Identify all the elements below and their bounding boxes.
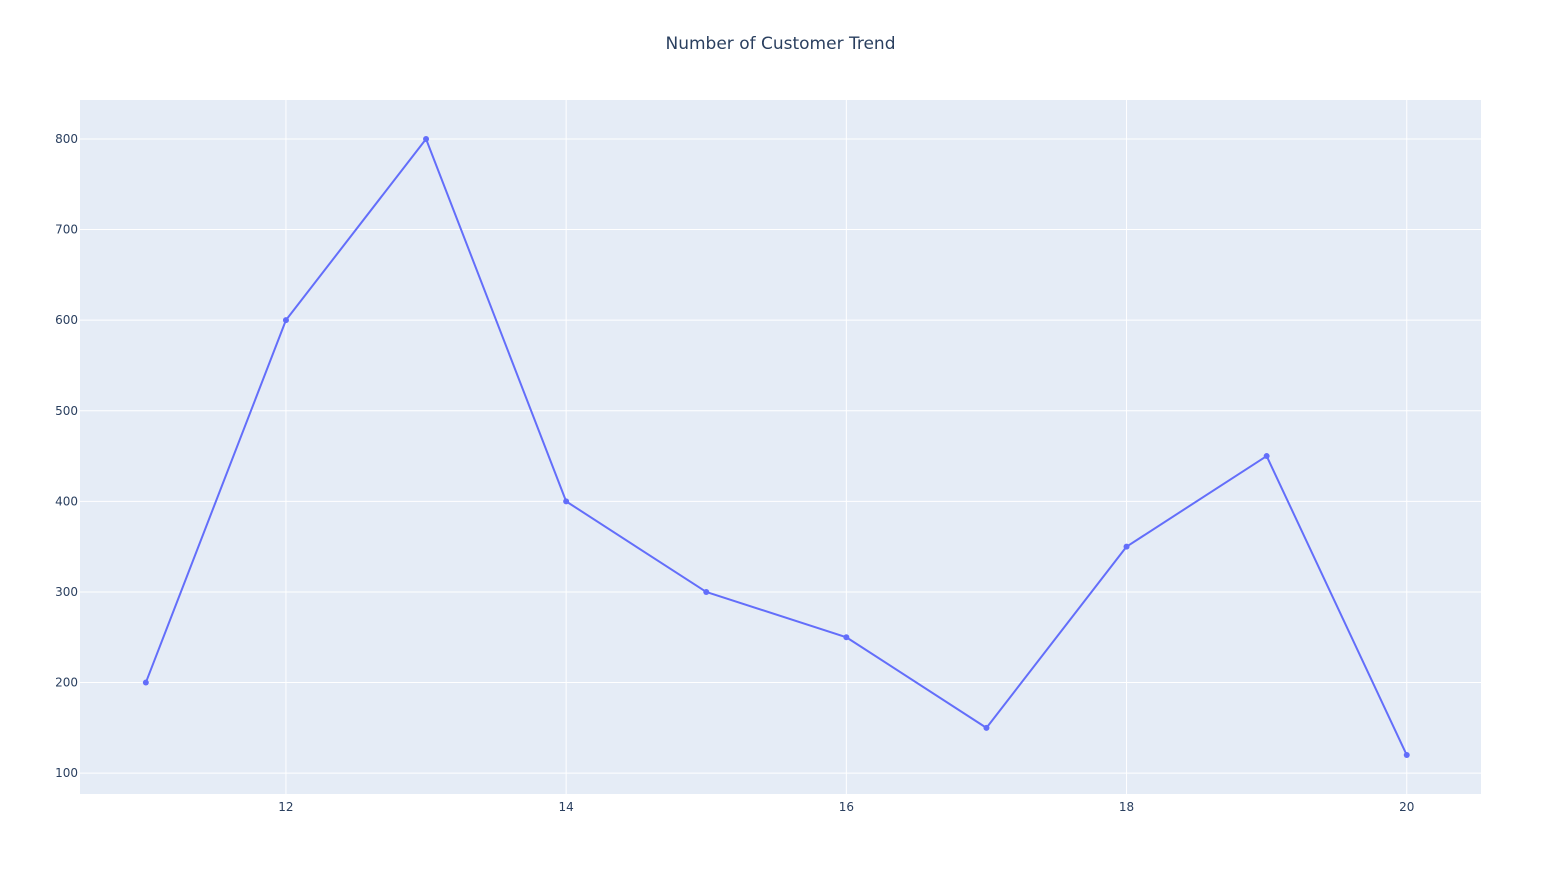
y-tick-label: 600: [55, 313, 78, 327]
y-tick-label: 200: [55, 676, 78, 690]
data-point[interactable]: [142, 679, 149, 686]
x-tick-label: 20: [1399, 800, 1414, 814]
data-point[interactable]: [843, 634, 850, 641]
y-axis-ticks: 100 200 300 400 500 600 700 800: [55, 132, 78, 780]
y-tick-label: 300: [55, 585, 78, 599]
data-point[interactable]: [423, 135, 430, 142]
series-line: [144, 137, 1408, 756]
grid-lines: [80, 100, 1481, 794]
data-point[interactable]: [563, 498, 570, 505]
x-tick-label: 16: [839, 800, 854, 814]
data-point[interactable]: [983, 724, 990, 731]
data-point[interactable]: [1263, 453, 1270, 460]
chart-title: Number of Customer Trend: [666, 34, 896, 54]
y-tick-label: 700: [55, 223, 78, 237]
plot-area: [80, 100, 1481, 794]
y-tick-label: 800: [55, 132, 78, 146]
x-tick-label: 14: [559, 800, 574, 814]
data-point[interactable]: [1403, 752, 1410, 759]
x-tick-label: 12: [278, 800, 293, 814]
y-tick-label: 100: [55, 766, 78, 780]
data-point[interactable]: [703, 588, 710, 595]
x-axis-ticks: 12 14 16 18 20: [278, 800, 1414, 814]
x-tick-label: 18: [1119, 800, 1134, 814]
y-tick-label: 400: [55, 494, 78, 508]
data-point[interactable]: [1123, 543, 1130, 550]
data-point[interactable]: [282, 317, 289, 324]
series-layer: [142, 135, 1410, 759]
y-tick-label: 500: [55, 404, 78, 418]
